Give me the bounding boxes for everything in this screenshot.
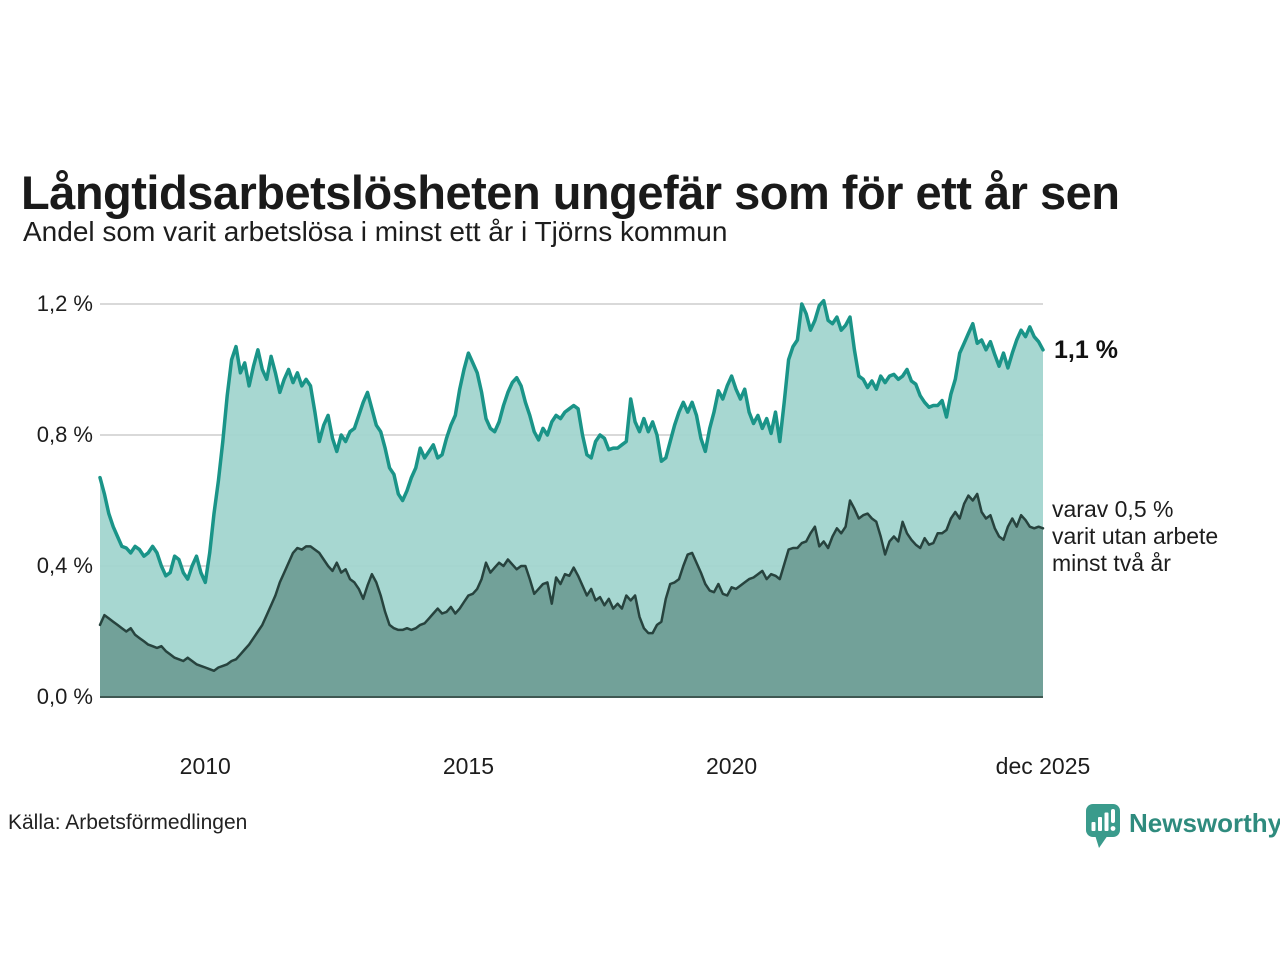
page-subtitle: Andel som varit arbetslösa i minst ett å… (23, 216, 728, 247)
latest-value-annotation: 1,1 % (1054, 336, 1118, 364)
two-year-annotation-line3: minst två år (1052, 550, 1171, 576)
two-year-annotation-line2: varit utan arbete (1052, 523, 1219, 549)
newsworthy-wordmark: Newsworthy (1129, 808, 1280, 838)
series-two-year-area (100, 493, 1043, 697)
page-title: Långtidsarbetslösheten ungefär som för e… (21, 166, 1120, 220)
y-tick-label: 1,2 % (36, 291, 93, 316)
bar-chart-speech-bubble-icon (1086, 804, 1120, 848)
two-year-annotation: varav 0,5 % varit utan arbete minst två … (1052, 496, 1218, 577)
y-tick-label: 0,0 % (36, 684, 93, 709)
two-year-annotation-line1: varav 0,5 % (1052, 496, 1174, 522)
x-tick-label: 2010 (179, 753, 231, 779)
source-note: Källa: Arbetsförmedlingen (8, 811, 248, 834)
series-two-year-line (98, 492, 1045, 673)
x-tick-label: 2020 (705, 753, 758, 779)
area-chart (98, 298, 1045, 698)
y-tick-label: 0,4 % (36, 553, 93, 578)
chart-area (0, 280, 1280, 780)
newsworthy-logo: Newsworthy (1085, 803, 1280, 849)
x-tick-label: 2015 (442, 753, 494, 779)
series-total-line (98, 298, 1045, 585)
x-tick-label: dec 2025 (995, 753, 1091, 779)
y-tick-label: 0,8 % (36, 422, 93, 447)
